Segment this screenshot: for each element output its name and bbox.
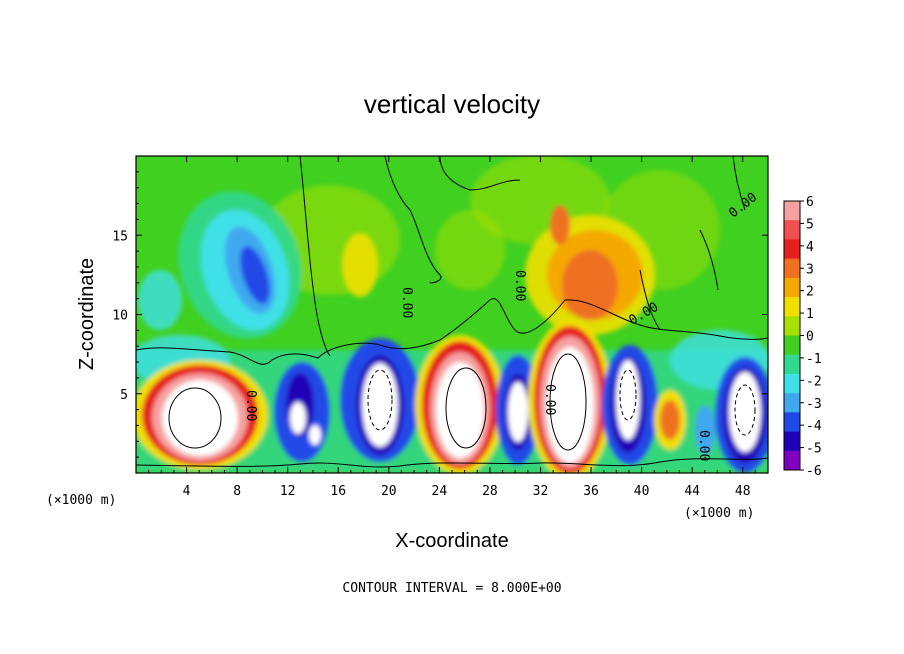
x-tick-label: 4 bbox=[183, 484, 191, 499]
contour-label: 0.00 bbox=[399, 287, 414, 318]
updraft-3 bbox=[340, 338, 420, 462]
colorbar-swatch bbox=[784, 201, 800, 221]
updraft-9 bbox=[715, 357, 768, 473]
x-tick-label: 48 bbox=[735, 484, 751, 499]
plot-area: 0.00 0.00 0.00 0.00 0.00 0.00 0.00 bbox=[136, 156, 768, 473]
contour-label: 0.00 bbox=[243, 390, 258, 421]
updraft-7 bbox=[602, 345, 658, 465]
colorbar-swatch bbox=[784, 450, 800, 471]
colorbar-swatch bbox=[784, 335, 800, 356]
colorbar-swatch bbox=[784, 316, 800, 336]
colorbar-swatch bbox=[784, 277, 800, 298]
contour-label: 0.00 bbox=[696, 430, 711, 461]
contour-label: 0.00 bbox=[542, 384, 557, 415]
colorbar-swatch bbox=[784, 239, 800, 260]
updraft-8 bbox=[654, 390, 715, 455]
updraft-4 bbox=[415, 335, 505, 473]
y-axis-label: Z-coordinate bbox=[76, 258, 98, 370]
x-tick-label: 16 bbox=[330, 484, 346, 499]
colorbar-label: 3 bbox=[806, 262, 814, 277]
colorbar-label: 5 bbox=[806, 217, 814, 232]
x-unit-left: (×1000 m) bbox=[46, 493, 116, 508]
updraft-6 bbox=[528, 320, 612, 473]
colorbar-label: -4 bbox=[806, 419, 822, 434]
contour-lines bbox=[136, 156, 768, 468]
updraft-5 bbox=[496, 355, 540, 465]
colorbar-label: -6 bbox=[806, 464, 822, 479]
colorbar-label: 6 bbox=[806, 195, 814, 210]
colorbar-swatch bbox=[784, 412, 800, 433]
colorbar-swatch bbox=[784, 220, 800, 240]
colorbar-label: -2 bbox=[806, 374, 822, 389]
y-axis-ticks: 5 10 15 bbox=[112, 171, 768, 458]
contour-label: 0.00 bbox=[512, 270, 527, 301]
colorbar-label: -3 bbox=[806, 397, 822, 412]
colorbar-swatch bbox=[784, 354, 800, 375]
x-tick-label: 20 bbox=[381, 484, 397, 499]
colorbar-label: 1 bbox=[806, 307, 814, 322]
contour-interval-footer: CONTOUR INTERVAL = 8.000E+00 bbox=[342, 581, 561, 596]
x-tick-label: 44 bbox=[684, 484, 700, 499]
x-tick-label: 40 bbox=[634, 484, 650, 499]
x-tick-label: 28 bbox=[482, 484, 498, 499]
colorbar-label: 2 bbox=[806, 285, 814, 300]
colorbar-label: -1 bbox=[806, 352, 822, 367]
y-tick-label: 15 bbox=[112, 229, 128, 244]
colorbar-swatch bbox=[784, 431, 800, 452]
x-unit-right: (×1000 m) bbox=[684, 506, 754, 521]
colorbar-swatch bbox=[784, 393, 800, 413]
colorbar: 6 5 4 3 2 1 0 -1 -2 -3 -4 -5 -6 bbox=[783, 195, 822, 479]
colorbar-label: 4 bbox=[806, 240, 814, 255]
colorbar-swatch bbox=[784, 258, 800, 279]
x-tick-label: 8 bbox=[233, 484, 241, 499]
updraft-2 bbox=[274, 362, 330, 462]
colorbar-label: 0 bbox=[806, 330, 814, 345]
colorbar-swatch bbox=[784, 373, 800, 394]
x-tick-label: 24 bbox=[432, 484, 448, 499]
field-blobs bbox=[136, 156, 768, 473]
x-axis-ticks: 4 8 12 16 20 24 28 32 36 40 44 48 bbox=[148, 156, 756, 499]
chart-title: vertical velocity bbox=[364, 89, 540, 119]
x-tick-label: 36 bbox=[583, 484, 599, 499]
y-tick-label: 10 bbox=[112, 309, 128, 324]
y-tick-label: 5 bbox=[120, 388, 128, 403]
x-tick-label: 12 bbox=[280, 484, 296, 499]
colorbar-label: -5 bbox=[806, 442, 822, 457]
colorbar-swatch bbox=[784, 297, 800, 317]
x-axis-label: X-coordinate bbox=[395, 530, 508, 552]
x-tick-label: 32 bbox=[533, 484, 549, 499]
